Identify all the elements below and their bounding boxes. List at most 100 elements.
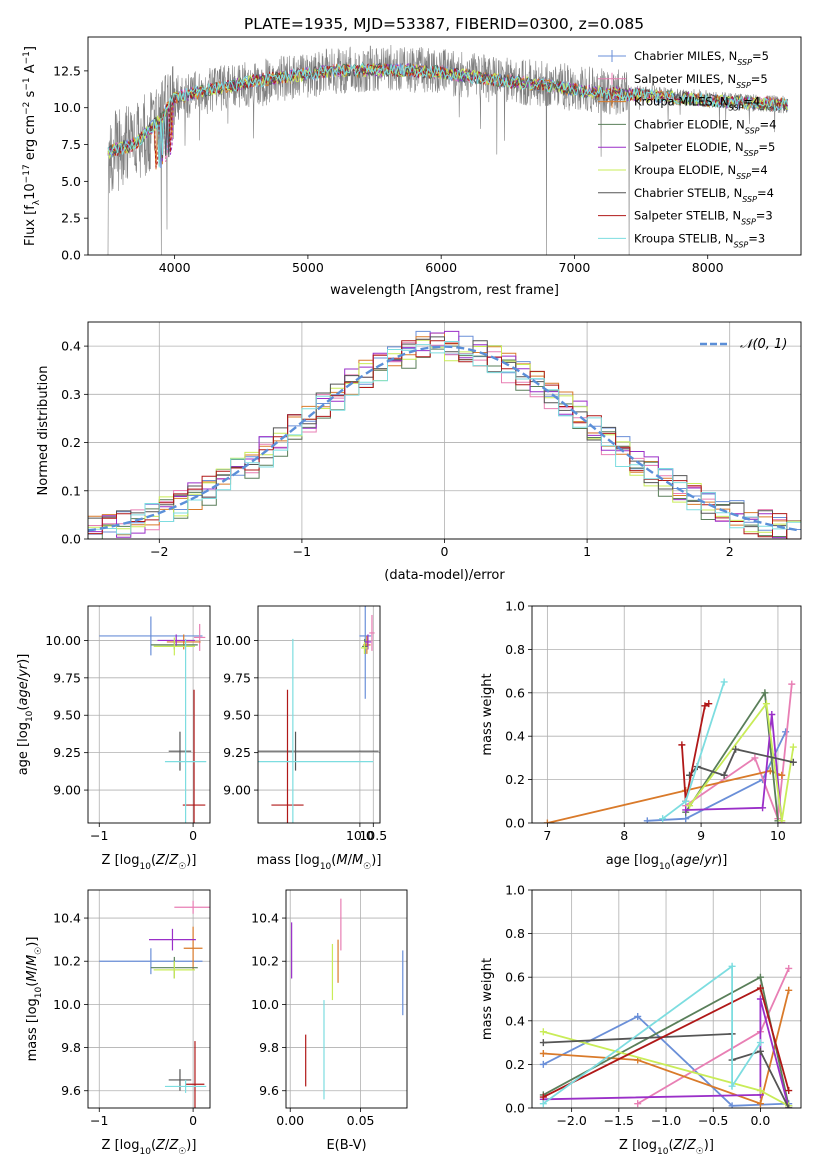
y-axis-label: Flux [fλ10−17 erg cm−2 s−1 A−1] <box>22 46 42 246</box>
plot-area <box>99 616 207 823</box>
mass-weight-marker <box>543 819 551 823</box>
y-tick-label: 9.50 <box>53 708 81 723</box>
y-tick-label: 0.0 <box>61 248 81 263</box>
x-tick-label: 10.5 <box>359 828 387 843</box>
errorbar-point <box>168 731 192 771</box>
x-tick-label: 10.0 <box>346 828 374 843</box>
mass-weight-marker <box>705 700 713 708</box>
x-tick-label: 0 <box>189 828 197 843</box>
errorbar-point <box>153 637 195 656</box>
mass-weight-marker <box>785 1087 793 1095</box>
y-tick-label: 10.0 <box>251 997 279 1012</box>
errorbar-point <box>157 634 195 647</box>
y-axis-label: Normed distribution <box>36 366 51 496</box>
x-tick-label: −1.0 <box>651 1113 681 1128</box>
mass-weight-marker <box>778 771 786 779</box>
x-tick-label: 7 <box>543 828 551 843</box>
x-axis-label: Z [log10(Z/Z☉)] <box>102 1138 197 1157</box>
y-tick-label: 0.0 <box>505 1101 525 1116</box>
legend-label: Chabrier ELODIE, NSSP=4 <box>634 117 776 135</box>
errorbar-point <box>174 900 210 914</box>
mass-weight-marker <box>682 806 690 814</box>
mass-weight-marker <box>701 702 709 710</box>
y-axis-label: mass weight <box>480 673 495 755</box>
model-spectrum-line <box>107 62 789 168</box>
axes-frame <box>531 605 802 824</box>
mass-weight-line <box>681 702 710 802</box>
y-tick-label: 9.8 <box>259 1040 279 1055</box>
y-tick-label: 9.00 <box>53 783 81 798</box>
plot-area <box>99 900 210 1108</box>
errorbar-point <box>360 641 368 654</box>
x-tick-label: 10 <box>770 828 786 843</box>
errorbar-point <box>194 623 206 651</box>
x-tick-label: 8000 <box>692 260 724 275</box>
plot-area <box>88 330 801 539</box>
y-tick-label: 9.6 <box>259 1083 279 1098</box>
y-tick-label: 9.6 <box>61 1083 81 1098</box>
y-axis-label: age [log10(age/yr)] <box>16 654 35 776</box>
legend-label: Kroupa ELODIE, NSSP=4 <box>634 163 768 181</box>
y-tick-label: 10.2 <box>251 954 279 969</box>
y-tick-label: 1.0 <box>505 599 525 614</box>
x-tick-label: 4000 <box>159 260 191 275</box>
x-tick-label: 5000 <box>292 260 324 275</box>
mass-weight-line <box>685 714 783 823</box>
y-tick-label: 0.1 <box>61 483 81 498</box>
mass-weight-vs-metallicity-panel: −2.0 −1.5 −1.0 −0.5 0.0 0.0 0.2 0.4 0.6 0.8 1.0 Z [… <box>480 883 802 1157</box>
x-tick-label: −1.5 <box>604 1113 634 1128</box>
residual-histogram-panel: −2 −1 0 1 2 0.0 0.1 0.2 0.3 0.4 𝒩(0, 1) (data-model… <box>36 321 802 583</box>
age-vs-metallicity-panel: −1 0 9.00 9.25 9.50 9.75 10.00 Z [log10(Z/Z☉)] a… <box>16 605 211 872</box>
errorbar-point <box>183 926 203 970</box>
y-tick-label: 0.2 <box>505 1057 525 1072</box>
errorbar-point <box>258 731 379 771</box>
x-tick-label: −1 <box>293 544 311 559</box>
mass-weight-marker <box>768 711 776 718</box>
mass-weight-marker <box>756 1047 764 1055</box>
errorbar-point <box>149 928 196 951</box>
y-tick-label: 5.0 <box>61 174 81 189</box>
mass-weight-marker <box>789 758 797 766</box>
errorbar-point <box>168 1069 192 1091</box>
y-tick-label: 10.4 <box>251 911 279 926</box>
x-tick-label: −2.0 <box>556 1113 586 1128</box>
legend-label: Salpeter ELODIE, NSSP=5 <box>634 140 775 158</box>
plot-area <box>258 606 379 823</box>
plot-area <box>107 44 789 255</box>
model-spectrum-line <box>107 62 789 168</box>
mass-weight-marker <box>761 689 769 697</box>
figure-title: PLATE=1935, MJD=53387, FIBERID=0300, z=0… <box>244 15 644 33</box>
plot-area <box>291 898 404 1100</box>
mass-vs-metallicity-panel: −1 0 9.6 9.8 10.0 10.2 10.4 Z [log10(Z/Z☉)] mass… <box>25 889 211 1157</box>
y-tick-label: 9.75 <box>53 670 81 685</box>
mass-weight-marker <box>686 802 694 810</box>
mass-weight-marker <box>759 804 767 812</box>
y-tick-label: 0.0 <box>61 532 81 547</box>
spectrum-panel: 4000 5000 6000 7000 8000 0.0 2.5 5.0 7.5 10.0 12.5… <box>22 36 802 298</box>
mass-weight-marker <box>778 817 786 823</box>
y-tick-label: 0.0 <box>505 816 525 831</box>
mass-weight-marker <box>682 797 690 805</box>
x-tick-label: 8 <box>620 828 628 843</box>
y-axis-label: mass weight <box>480 958 495 1040</box>
mass-weight-marker <box>720 771 728 779</box>
mass-weight-marker <box>634 1012 642 1020</box>
mass-weight-marker <box>539 1093 547 1101</box>
errorbar-point <box>364 634 372 650</box>
legend-label: Chabrier MILES, NSSP=5 <box>634 49 769 67</box>
y-tick-label: 9.25 <box>53 745 81 760</box>
x-tick-label: −0.5 <box>698 1113 728 1128</box>
mass-weight-marker <box>785 964 793 972</box>
y-tick-label: 1.0 <box>505 883 525 898</box>
mass-weight-marker <box>539 1100 547 1108</box>
x-axis-label: E(B-V) <box>326 1138 366 1153</box>
mass-weight-marker <box>756 984 764 992</box>
errorbar-point <box>369 614 375 651</box>
errorbar-point <box>359 606 372 699</box>
mass-weight-marker <box>728 1102 736 1108</box>
x-tick-label: 6000 <box>425 260 457 275</box>
mass-weight-marker <box>785 986 793 994</box>
y-tick-label: 0.3 <box>61 387 81 402</box>
y-tick-label: 10.00 <box>45 633 81 648</box>
y-tick-label: 12.5 <box>53 63 81 78</box>
